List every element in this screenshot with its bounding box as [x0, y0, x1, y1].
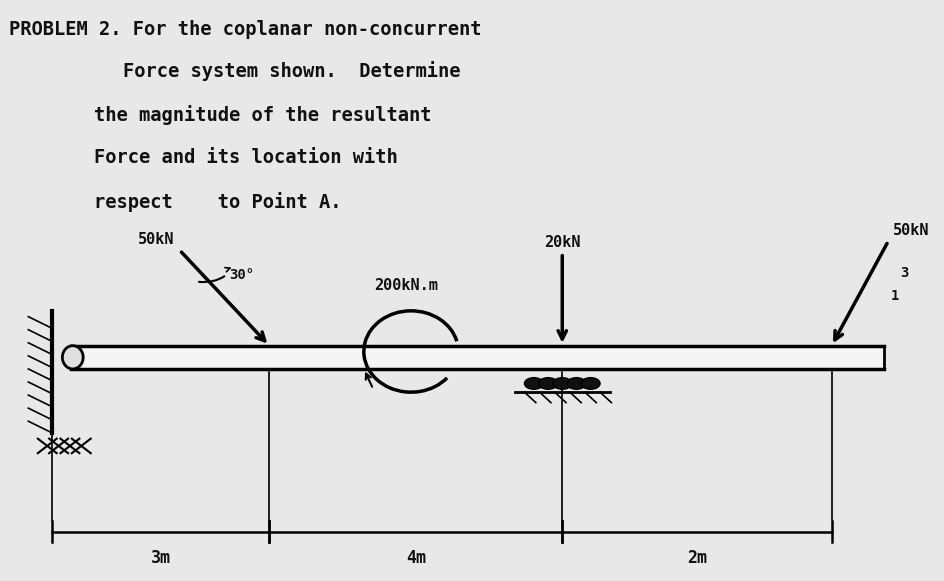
Text: respect    to Point A.: respect to Point A.: [94, 192, 342, 211]
Circle shape: [552, 378, 571, 389]
Text: PROBLEM 2. For the coplanar non-concurrent: PROBLEM 2. For the coplanar non-concurre…: [9, 20, 481, 40]
Ellipse shape: [62, 346, 83, 369]
Text: 50kN: 50kN: [892, 223, 929, 238]
Bar: [71, 346, 883, 369]
Text: 200kN.m: 200kN.m: [374, 278, 438, 293]
Text: 3: 3: [899, 266, 907, 280]
Text: the magnitude of the resultant: the magnitude of the resultant: [94, 105, 431, 124]
Text: 30°: 30°: [229, 267, 255, 282]
Circle shape: [566, 378, 585, 389]
Circle shape: [524, 378, 543, 389]
Text: 1: 1: [889, 289, 898, 303]
Text: 4m: 4m: [405, 549, 426, 567]
Text: 50kN: 50kN: [138, 232, 175, 247]
Text: Force system shown.  Determine: Force system shown. Determine: [123, 61, 460, 81]
Circle shape: [581, 378, 599, 389]
Text: Force and its location with: Force and its location with: [94, 148, 397, 167]
Text: 2m: 2m: [686, 549, 706, 567]
Text: 20kN: 20kN: [544, 235, 580, 250]
Text: 3m: 3m: [150, 549, 171, 567]
Circle shape: [538, 378, 557, 389]
